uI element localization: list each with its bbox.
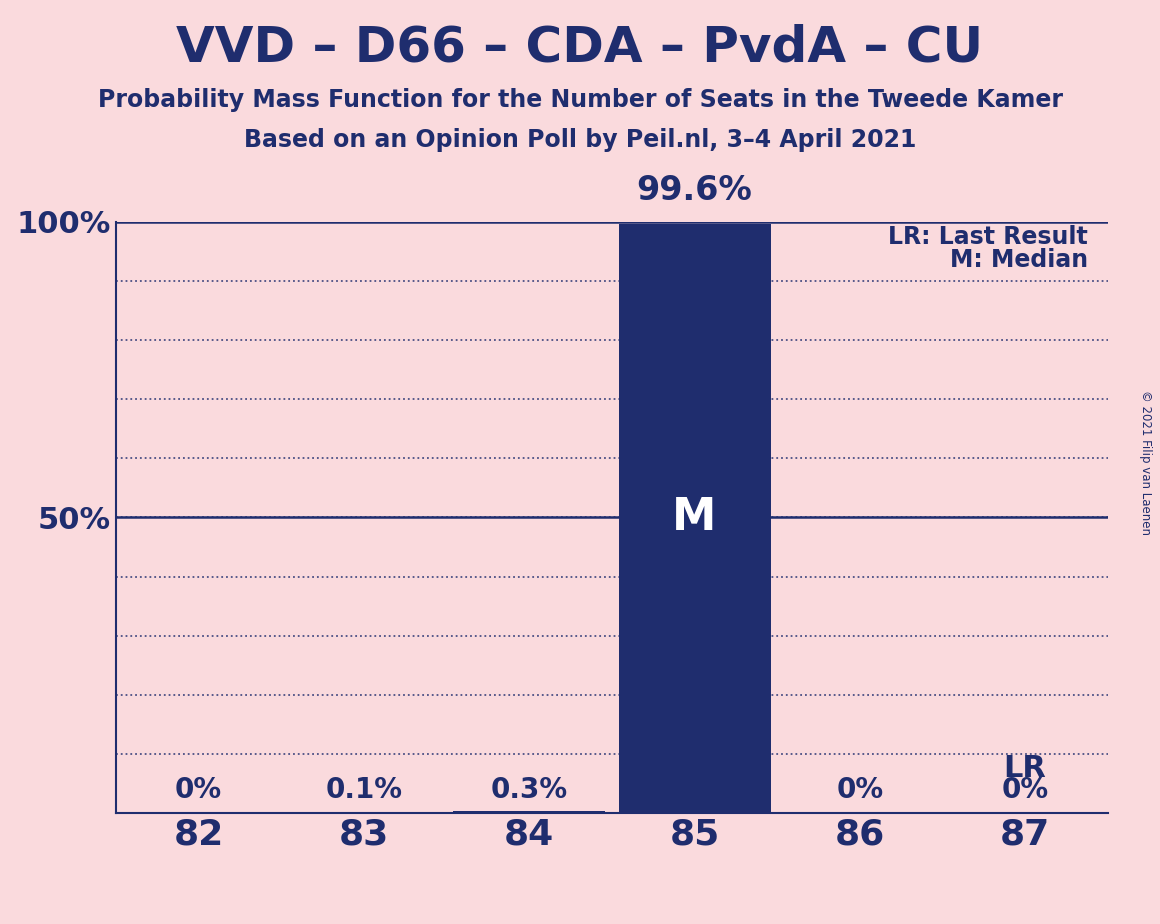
Text: M: M — [673, 496, 717, 539]
Text: 0.1%: 0.1% — [326, 776, 403, 804]
Text: 99.6%: 99.6% — [637, 174, 753, 207]
Text: LR: LR — [1003, 754, 1046, 784]
Text: 0%: 0% — [1001, 776, 1049, 804]
Text: 0.3%: 0.3% — [491, 776, 567, 804]
Text: © 2021 Filip van Laenen: © 2021 Filip van Laenen — [1139, 390, 1152, 534]
Text: LR: Last Result: LR: Last Result — [889, 225, 1088, 249]
Text: 0%: 0% — [175, 776, 223, 804]
Bar — [618, 225, 770, 813]
Text: Probability Mass Function for the Number of Seats in the Tweede Kamer: Probability Mass Function for the Number… — [97, 88, 1063, 112]
Text: Based on an Opinion Poll by Peil.nl, 3–4 April 2021: Based on an Opinion Poll by Peil.nl, 3–4… — [244, 128, 916, 152]
Text: M: Median: M: Median — [950, 249, 1088, 273]
Text: VVD – D66 – CDA – PvdA – CU: VVD – D66 – CDA – PvdA – CU — [176, 23, 984, 71]
Text: 0%: 0% — [836, 776, 884, 804]
Bar — [454, 811, 606, 813]
